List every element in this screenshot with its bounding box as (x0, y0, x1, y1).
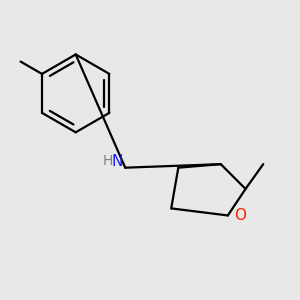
Text: H: H (103, 154, 113, 168)
Text: O: O (234, 208, 246, 223)
Text: N: N (111, 154, 122, 169)
